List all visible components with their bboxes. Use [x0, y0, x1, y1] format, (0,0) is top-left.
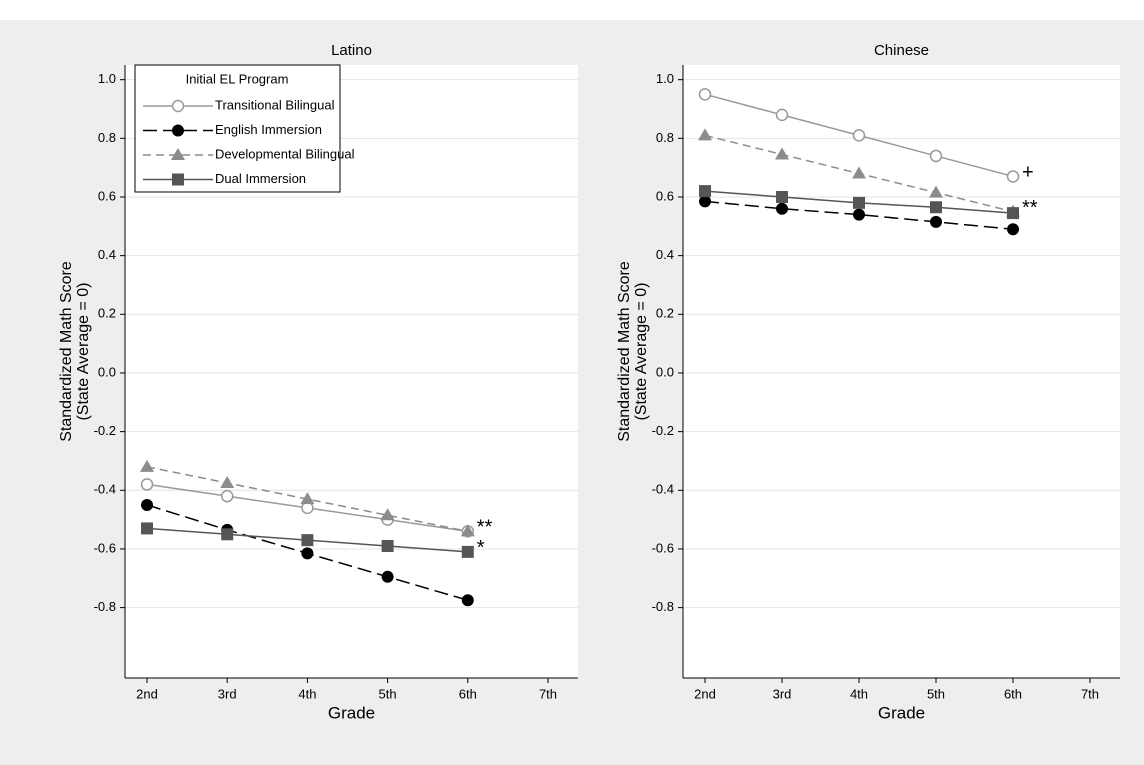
- point: [775, 147, 789, 160]
- legend-label: Dual Immersion: [215, 171, 306, 186]
- x-tick-label: 2nd: [694, 686, 716, 701]
- annotation: **: [1022, 197, 1038, 219]
- y-tick-label: 1.0: [98, 71, 116, 86]
- y-tick-label: -0.8: [94, 599, 116, 614]
- y-tick-label: 0.6: [656, 188, 674, 203]
- point: [698, 128, 712, 141]
- point: [380, 508, 395, 521]
- point: [698, 88, 712, 101]
- legend-label: Transitional Bilingual: [215, 97, 335, 112]
- point: [930, 201, 942, 214]
- x-tick-label: 3rd: [773, 686, 792, 701]
- y-tick-label: -0.6: [652, 540, 674, 555]
- point: [461, 545, 474, 558]
- y-tick-label: 0.0: [98, 364, 116, 379]
- x-axis-label: Grade: [328, 703, 375, 722]
- y-tick-label: 1.0: [656, 71, 674, 86]
- point: [1006, 170, 1020, 183]
- panel-title: Chinese: [874, 42, 929, 59]
- plot-area: [683, 65, 1120, 678]
- y-axis-label: Standardized Math Score: [58, 261, 75, 442]
- legend-box: [134, 64, 341, 193]
- y-axis-label: (State Average = 0): [75, 282, 92, 420]
- point: [1007, 223, 1019, 236]
- point: [776, 202, 788, 215]
- x-tick-label: 3rd: [218, 686, 237, 701]
- x-tick-label: 5th: [927, 686, 945, 701]
- y-tick-label: 0.4: [656, 247, 674, 262]
- x-tick-label: 2nd: [136, 686, 158, 701]
- y-tick-label: 0.2: [656, 306, 674, 321]
- y-tick-label: -0.8: [652, 599, 674, 614]
- x-tick-label: 6th: [1004, 686, 1022, 701]
- point: [930, 215, 942, 228]
- x-tick-label: 6th: [459, 686, 477, 701]
- panel-title: Latino: [331, 42, 372, 59]
- legend-label: English Immersion: [215, 122, 322, 137]
- annotation: *: [477, 537, 485, 559]
- annotation: **: [477, 517, 493, 539]
- point: [220, 489, 234, 503]
- y-tick-label: 0.6: [98, 188, 116, 203]
- x-tick-label: 5th: [379, 686, 397, 701]
- point: [300, 492, 315, 505]
- point: [141, 498, 153, 511]
- y-tick-label: -0.2: [652, 423, 674, 438]
- point: [141, 522, 153, 535]
- point: [1007, 207, 1019, 220]
- legend-label: Developmental Bilingual: [215, 146, 355, 161]
- x-tick-label: 7th: [539, 686, 557, 701]
- legend-marker: [172, 124, 184, 137]
- annotation: +: [1022, 162, 1034, 184]
- point: [140, 459, 154, 472]
- y-tick-label: -0.6: [94, 540, 116, 555]
- point: [775, 108, 789, 122]
- y-tick-label: -0.4: [652, 482, 674, 497]
- point: [140, 478, 154, 491]
- point: [221, 528, 234, 541]
- y-tick-label: 0.0: [656, 364, 674, 379]
- y-tick-label: 0.8: [98, 130, 116, 145]
- series-line: [704, 200, 1014, 230]
- point: [461, 594, 474, 607]
- point: [852, 166, 866, 179]
- x-tick-label: 7th: [1081, 686, 1099, 701]
- point: [852, 129, 866, 142]
- legend-marker: [171, 148, 185, 160]
- point: [381, 540, 394, 553]
- point: [699, 195, 711, 208]
- y-tick-label: 0.4: [98, 247, 116, 262]
- y-tick-label: 0.8: [656, 130, 674, 145]
- point: [460, 524, 475, 537]
- point: [220, 475, 235, 488]
- point: [853, 196, 865, 209]
- point: [301, 547, 314, 560]
- legend-marker: [171, 99, 185, 113]
- y-tick-label: -0.4: [94, 482, 116, 497]
- x-tick-label: 4th: [850, 686, 868, 701]
- x-axis-label: Grade: [878, 703, 925, 722]
- y-tick-label: 0.2: [98, 306, 116, 321]
- y-tick-label: -0.2: [94, 423, 116, 438]
- legend-marker: [172, 173, 184, 186]
- x-tick-label: 4th: [298, 686, 316, 701]
- point: [776, 190, 788, 203]
- point: [381, 570, 394, 583]
- point: [853, 208, 865, 221]
- point: [929, 185, 943, 198]
- y-axis-label: Standardized Math Score: [616, 261, 633, 442]
- point: [699, 185, 711, 198]
- y-axis-label: (State Average = 0): [633, 282, 650, 420]
- point: [301, 534, 314, 547]
- point: [929, 149, 943, 163]
- legend-title: Initial EL Program: [186, 71, 289, 86]
